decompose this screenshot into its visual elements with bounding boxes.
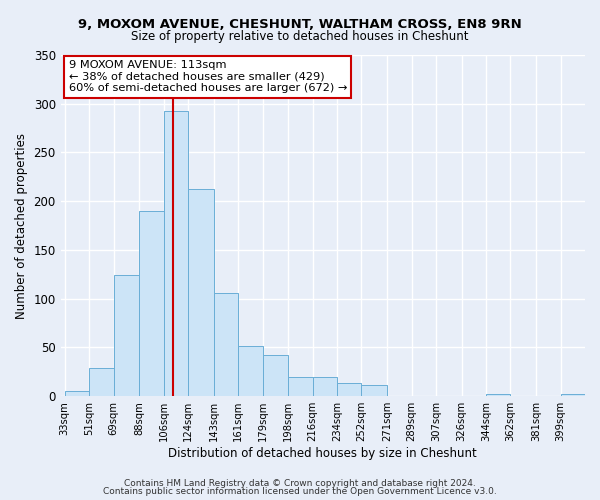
Bar bbox=[313, 376, 337, 396]
Bar bbox=[238, 346, 263, 396]
X-axis label: Distribution of detached houses by size in Cheshunt: Distribution of detached houses by size … bbox=[169, 447, 477, 460]
Text: 9 MOXOM AVENUE: 113sqm
← 38% of detached houses are smaller (429)
60% of semi-de: 9 MOXOM AVENUE: 113sqm ← 38% of detached… bbox=[68, 60, 347, 94]
Bar bbox=[337, 382, 361, 396]
Text: Contains public sector information licensed under the Open Government Licence v3: Contains public sector information licen… bbox=[103, 487, 497, 496]
Text: Size of property relative to detached houses in Cheshunt: Size of property relative to detached ho… bbox=[131, 30, 469, 43]
Bar bbox=[486, 394, 511, 396]
Y-axis label: Number of detached properties: Number of detached properties bbox=[15, 132, 28, 318]
Bar bbox=[214, 293, 238, 396]
Bar bbox=[164, 110, 188, 396]
Bar bbox=[288, 376, 313, 396]
Bar bbox=[560, 394, 585, 396]
Bar bbox=[89, 368, 113, 396]
Text: 9, MOXOM AVENUE, CHESHUNT, WALTHAM CROSS, EN8 9RN: 9, MOXOM AVENUE, CHESHUNT, WALTHAM CROSS… bbox=[78, 18, 522, 30]
Bar bbox=[113, 276, 139, 396]
Bar bbox=[188, 188, 214, 396]
Bar bbox=[263, 356, 288, 396]
Bar bbox=[361, 386, 387, 396]
Bar bbox=[65, 392, 89, 396]
Bar bbox=[139, 211, 164, 396]
Text: Contains HM Land Registry data © Crown copyright and database right 2024.: Contains HM Land Registry data © Crown c… bbox=[124, 479, 476, 488]
